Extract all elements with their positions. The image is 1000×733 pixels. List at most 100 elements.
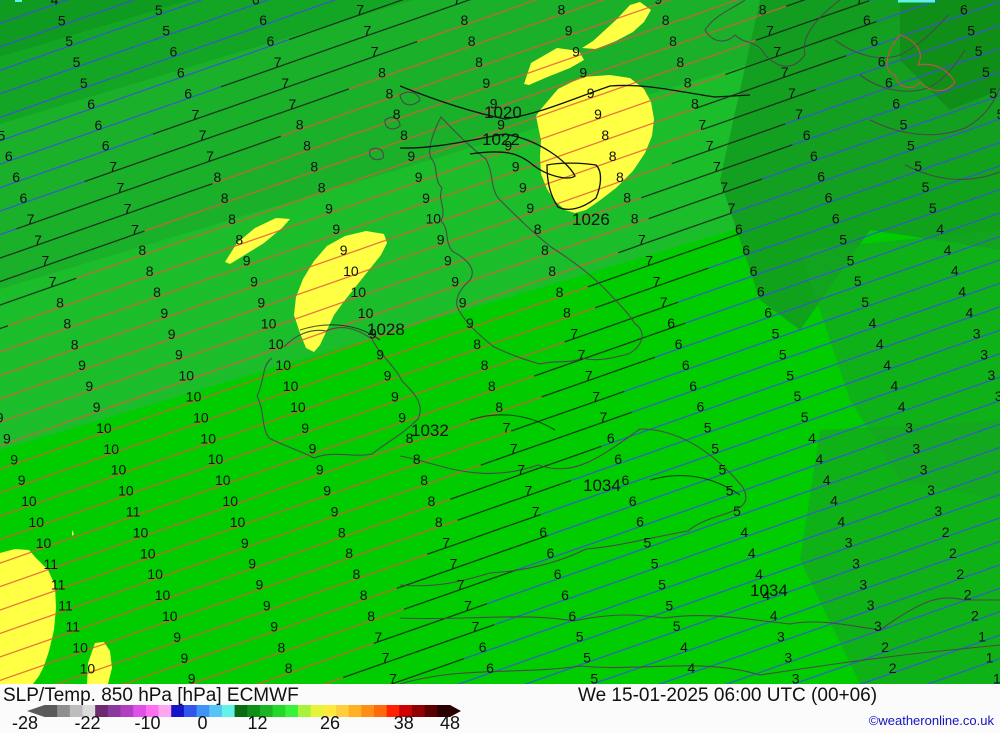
svg-text:10: 10: [215, 472, 231, 488]
svg-text:5: 5: [162, 23, 170, 39]
svg-text:5: 5: [861, 294, 869, 310]
svg-text:9: 9: [0, 410, 4, 426]
svg-text:6: 6: [667, 315, 675, 331]
svg-text:7: 7: [124, 200, 132, 216]
svg-text:6: 6: [5, 148, 13, 164]
svg-text:7: 7: [131, 221, 139, 237]
svg-text:9: 9: [482, 75, 490, 91]
svg-text:6: 6: [252, 0, 260, 7]
svg-text:-28: -28: [12, 713, 38, 733]
svg-text:9: 9: [173, 629, 181, 645]
svg-text:5: 5: [779, 346, 787, 362]
svg-text:1032: 1032: [411, 421, 449, 440]
svg-text:5: 5: [0, 127, 6, 143]
svg-text:8: 8: [353, 566, 361, 582]
svg-text:8: 8: [684, 75, 692, 91]
svg-text:10: 10: [275, 357, 291, 373]
svg-text:9: 9: [415, 169, 423, 185]
svg-text:48: 48: [440, 713, 460, 733]
svg-text:8: 8: [360, 587, 368, 603]
svg-text:5: 5: [989, 85, 997, 101]
svg-text:8: 8: [669, 33, 677, 49]
svg-text:9: 9: [391, 388, 399, 404]
svg-text:7: 7: [856, 0, 864, 7]
svg-text:11: 11: [44, 556, 59, 572]
svg-text:4: 4: [687, 660, 695, 676]
svg-text:9: 9: [526, 200, 534, 216]
svg-text:9: 9: [309, 441, 317, 457]
svg-text:7: 7: [713, 158, 721, 174]
svg-text:6: 6: [636, 514, 644, 530]
svg-text:6: 6: [885, 75, 893, 91]
svg-text:5: 5: [583, 650, 591, 666]
svg-text:6: 6: [95, 117, 103, 133]
svg-text:4: 4: [51, 0, 59, 7]
svg-text:6: 6: [614, 451, 622, 467]
svg-text:6: 6: [177, 65, 185, 81]
svg-text:1: 1: [978, 629, 986, 645]
svg-text:5: 5: [967, 22, 975, 38]
svg-text:7: 7: [645, 252, 653, 268]
svg-text:3: 3: [784, 650, 792, 666]
svg-text:4: 4: [823, 472, 831, 488]
svg-text:10: 10: [261, 315, 277, 331]
svg-text:8: 8: [345, 545, 353, 561]
svg-text:8: 8: [534, 221, 542, 237]
svg-text:5: 5: [854, 273, 862, 289]
svg-text:7: 7: [453, 0, 461, 7]
svg-text:9: 9: [512, 158, 520, 174]
svg-text:11: 11: [66, 619, 81, 635]
svg-text:7: 7: [199, 127, 207, 143]
svg-text:3: 3: [777, 629, 785, 645]
svg-text:2: 2: [956, 566, 964, 582]
svg-text:9: 9: [10, 451, 18, 467]
svg-text:9: 9: [594, 106, 602, 122]
svg-text:-10: -10: [134, 713, 160, 733]
svg-text:4: 4: [951, 263, 959, 279]
svg-text:9: 9: [519, 179, 527, 195]
svg-text:8: 8: [400, 127, 408, 143]
svg-text:4: 4: [808, 430, 816, 446]
svg-text:2: 2: [889, 660, 897, 676]
svg-text:9: 9: [168, 326, 176, 342]
svg-text:26: 26: [320, 713, 340, 733]
svg-text:5: 5: [733, 503, 741, 519]
svg-text:9: 9: [451, 273, 459, 289]
svg-text:6: 6: [825, 190, 833, 206]
svg-text:6: 6: [817, 169, 825, 185]
svg-text:5: 5: [900, 116, 908, 132]
svg-text:38: 38: [394, 713, 414, 733]
svg-text:9: 9: [188, 671, 196, 684]
svg-text:7: 7: [356, 2, 364, 18]
svg-text:10: 10: [28, 514, 44, 530]
svg-text:6: 6: [878, 54, 886, 70]
svg-text:7: 7: [525, 482, 533, 498]
svg-text:5: 5: [644, 535, 652, 551]
svg-text:10: 10: [426, 211, 442, 227]
svg-text:2: 2: [942, 524, 950, 540]
svg-text:9: 9: [263, 598, 271, 614]
svg-text:8: 8: [221, 190, 229, 206]
svg-text:8: 8: [662, 12, 670, 28]
svg-text:7: 7: [503, 420, 511, 436]
svg-text:3: 3: [912, 440, 920, 456]
svg-text:4: 4: [883, 357, 891, 373]
svg-text:8: 8: [338, 524, 346, 540]
svg-text:3: 3: [859, 576, 867, 592]
svg-text:©weatheronline.co.uk: ©weatheronline.co.uk: [869, 713, 995, 728]
svg-text:7: 7: [34, 232, 42, 248]
svg-text:5: 5: [982, 64, 990, 80]
svg-text:9: 9: [316, 462, 324, 478]
svg-text:6: 6: [803, 127, 811, 143]
svg-text:7: 7: [382, 650, 390, 666]
svg-text:10: 10: [118, 483, 134, 499]
svg-text:8: 8: [631, 211, 639, 227]
svg-text:5: 5: [673, 618, 681, 634]
svg-text:3: 3: [792, 670, 800, 684]
svg-text:9: 9: [407, 148, 415, 164]
svg-text:8: 8: [318, 179, 326, 195]
svg-text:8: 8: [601, 127, 609, 143]
svg-text:0: 0: [197, 713, 207, 733]
svg-text:4: 4: [830, 493, 838, 509]
svg-text:7: 7: [117, 180, 125, 196]
